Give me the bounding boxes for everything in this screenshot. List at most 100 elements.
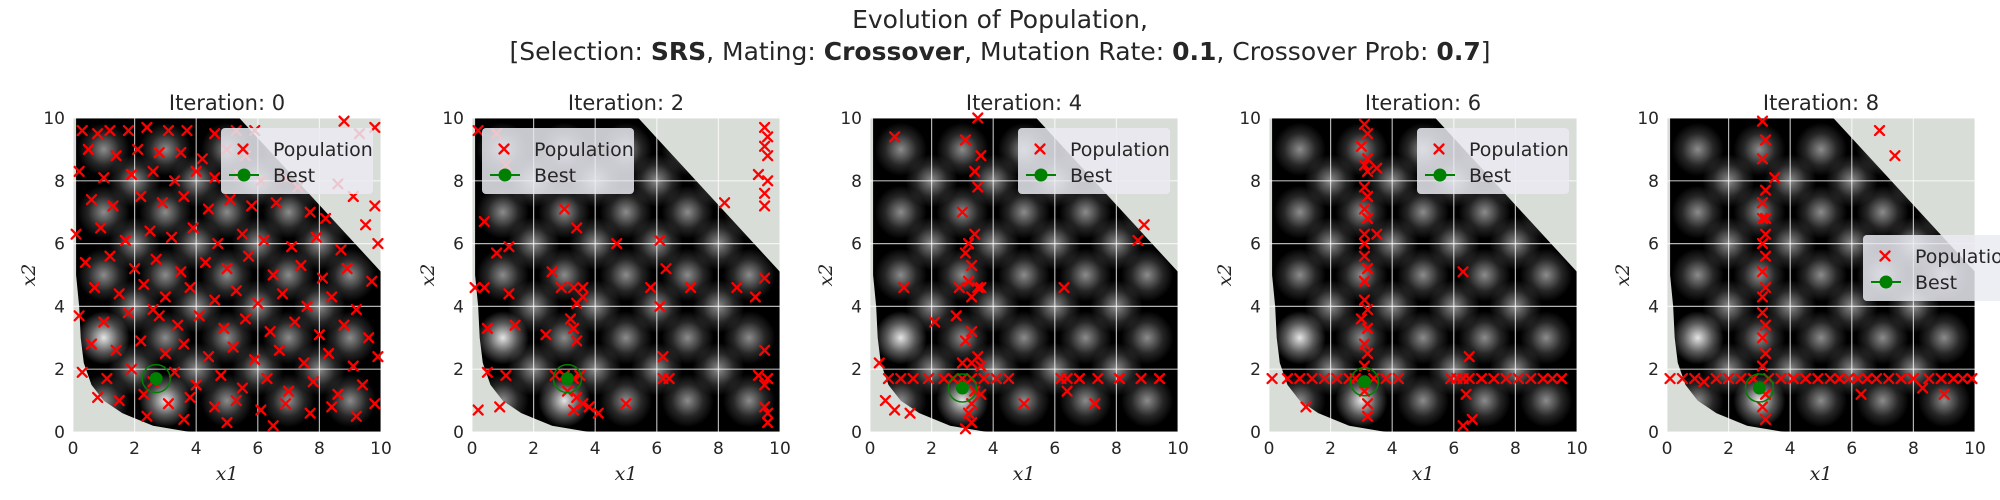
population-point [113, 288, 125, 300]
population-point [227, 341, 239, 353]
best-ring [1744, 373, 1775, 403]
y-tick-label: 4 [54, 297, 65, 317]
best-point [560, 372, 574, 386]
population-point [898, 281, 910, 294]
y-tick-label: 0 [54, 423, 65, 443]
population-point [1457, 420, 1469, 432]
population-point [654, 234, 666, 247]
y-axis-label: x2 [18, 264, 40, 287]
population-point [313, 329, 326, 341]
population-point [1331, 372, 1343, 385]
x-tick-label: 10 [370, 439, 392, 459]
population-point [215, 369, 227, 382]
population-point [1759, 281, 1772, 294]
population-point [660, 263, 672, 275]
population-point [135, 190, 147, 203]
population-point [1358, 385, 1371, 397]
population-point [128, 263, 141, 275]
population-point [758, 272, 771, 284]
population-point [1938, 388, 1950, 400]
population-point [969, 385, 981, 397]
population-point [972, 281, 984, 294]
population-point [125, 168, 138, 181]
population-point [1759, 228, 1772, 240]
population-point [1947, 372, 1960, 385]
x-tick-label: 8 [1111, 439, 1122, 459]
population-point [1966, 372, 1978, 385]
population-point [1756, 212, 1769, 225]
population-point [162, 124, 175, 137]
population-point [1002, 372, 1015, 385]
subplot-title: Iteration: 8 [1763, 91, 1879, 115]
y-tick-label: 6 [54, 235, 65, 255]
population-point [1756, 332, 1769, 344]
population-point [1361, 212, 1374, 225]
population-point [1812, 372, 1824, 385]
x-axis-label: x1 [1810, 463, 1833, 485]
population-point [1759, 347, 1772, 360]
population-point [82, 143, 95, 156]
population-point [1361, 190, 1374, 203]
crossover-prob-value: 0.7 [1436, 37, 1481, 66]
y-tick-label: 0 [453, 423, 464, 443]
population-point [110, 150, 122, 162]
population-point [98, 172, 110, 184]
population-point [267, 420, 279, 432]
population-point [472, 124, 484, 137]
population-point [972, 112, 984, 124]
population-point [1358, 275, 1371, 287]
population-point [929, 316, 941, 328]
population-point [270, 197, 282, 209]
population-point [252, 297, 264, 309]
population-point [236, 228, 249, 240]
population-point [369, 398, 381, 410]
population-point [73, 310, 85, 322]
subplot-title: Iteration: 6 [1365, 91, 1481, 115]
population-point [938, 372, 950, 385]
population-point [1475, 372, 1488, 385]
x-axis-label: x1 [1412, 463, 1435, 485]
population-point [972, 350, 984, 363]
population-point [1852, 372, 1864, 385]
population-point [1889, 150, 1901, 162]
y-tick-label: 8 [54, 172, 65, 192]
x-tick-label: 8 [1510, 439, 1521, 459]
x-tick-label: 4 [988, 439, 999, 459]
population-point [153, 310, 165, 322]
population-point [567, 404, 580, 416]
population-point [258, 234, 270, 247]
population-point [1735, 372, 1747, 385]
population-point [1957, 372, 1969, 385]
population-point [1371, 162, 1383, 174]
population-point [209, 401, 221, 413]
population-point [758, 121, 771, 134]
population-point [1756, 307, 1769, 319]
population-point [286, 241, 298, 253]
population-point [221, 416, 233, 429]
population-point [1676, 372, 1689, 385]
population-point [762, 372, 774, 385]
y-tick-label: 2 [453, 360, 464, 380]
population-point [1153, 372, 1166, 385]
population-point [1759, 184, 1772, 196]
population-point [1870, 372, 1883, 385]
legend-best-marker [1433, 168, 1447, 182]
population-point [122, 307, 135, 319]
population-point [959, 247, 972, 259]
population-point [264, 325, 276, 338]
subplot-title: Iteration: 4 [966, 91, 1082, 115]
population-point [172, 319, 184, 331]
population-point [644, 281, 657, 294]
population-point [230, 285, 242, 297]
population-point [372, 350, 384, 363]
population-point [1281, 372, 1294, 385]
x-tick-label: 10 [1167, 439, 1189, 459]
population-point [1756, 266, 1769, 278]
x-tick-label: 0 [68, 439, 79, 459]
population-point [178, 190, 190, 203]
population-point [218, 322, 230, 335]
x-axis-label: x1 [615, 463, 638, 485]
legend-box [1417, 128, 1569, 194]
population-point [956, 206, 969, 218]
